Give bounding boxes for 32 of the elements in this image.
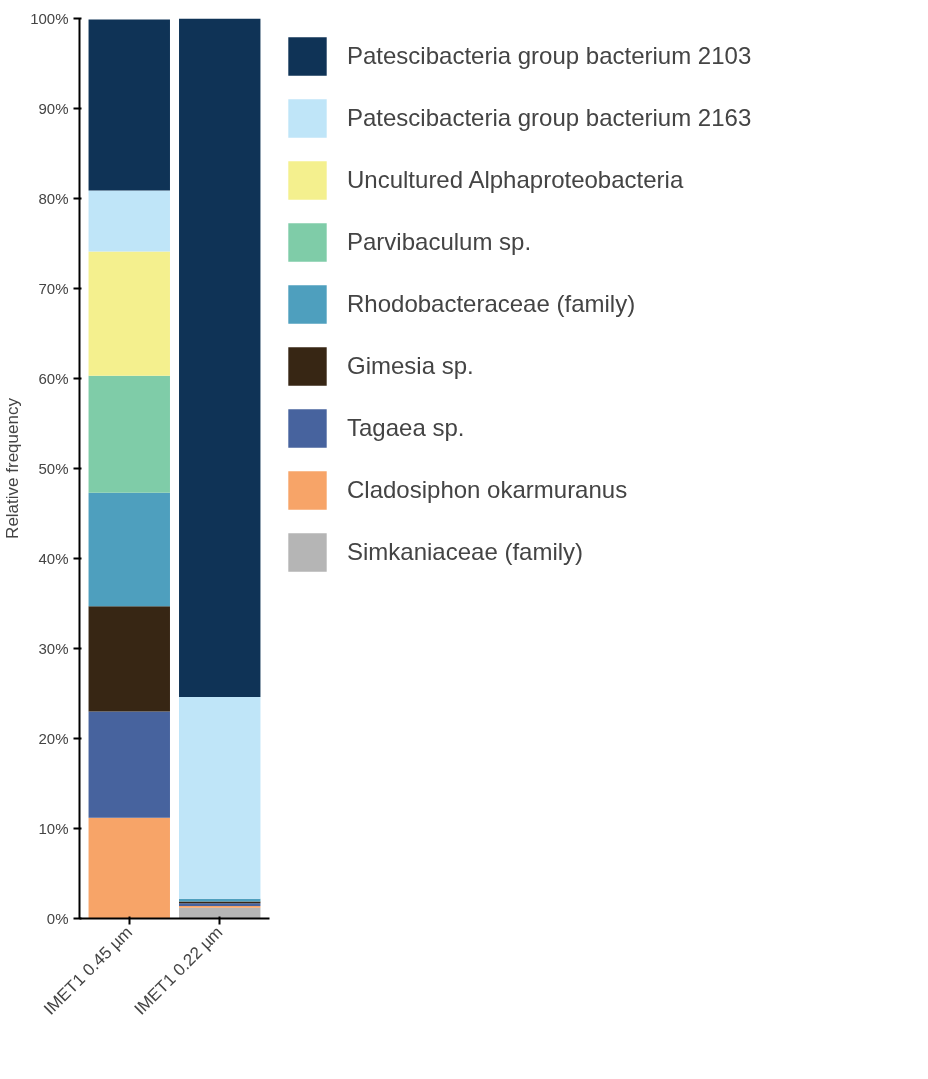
bar [179,18,261,698]
bar [88,711,170,818]
legend-label: Tagaea sp. [347,414,465,442]
legend-label: Cladosiphon okarmuranus [347,476,628,504]
y-tick-label: 50% [38,460,69,477]
legend-label: Uncultured Alphaproteobacteria [347,166,684,194]
legend-label: Rhodobacteraceae (family) [347,290,636,318]
bar [179,697,261,899]
y-tick-label: 0% [46,910,69,927]
legend-label: Gimesia sp. [347,352,474,380]
y-tick-label: 90% [38,100,69,117]
y-tick-label: 80% [38,190,69,207]
y-tick-label: 60% [38,370,69,387]
bar [88,19,170,191]
legend-label: Patescibacteria group bacterium 2163 [347,104,752,132]
legend-label: Parvibaculum sp. [347,228,532,256]
bar [88,492,170,607]
bar [88,190,170,252]
bar [179,907,261,919]
bar [88,817,170,919]
y-tick-label: 10% [38,820,69,837]
legend-label: Patescibacteria group bacterium 2103 [347,42,752,70]
y-tick-label: 20% [38,730,69,747]
bar [88,375,170,493]
legend-label: Simkaniaceae (family) [347,538,584,566]
y-tick-label: 30% [38,640,69,657]
bar [88,606,170,712]
y-tick-label: 70% [38,280,69,297]
bar [88,251,170,376]
y-axis-title: Relative frequency [3,397,23,539]
y-tick-label: 100% [30,10,69,27]
y-tick-label: 40% [38,550,69,567]
